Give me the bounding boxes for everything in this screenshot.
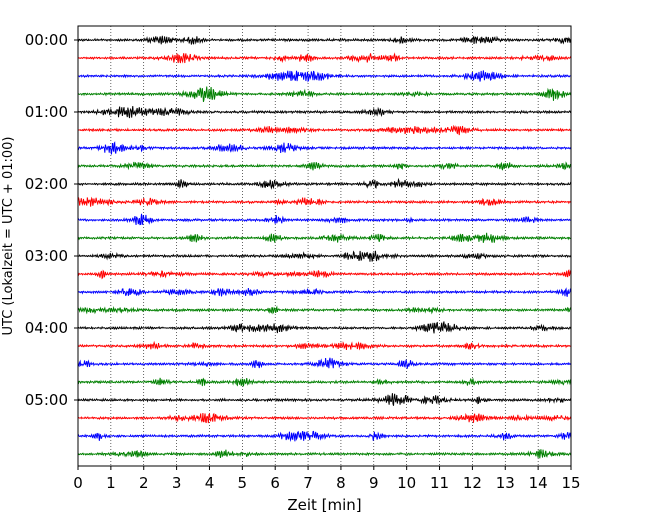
x-tick-label: 1 <box>106 474 116 492</box>
trace-0245 <box>77 232 572 243</box>
trace-0130 <box>77 141 572 155</box>
x-axis-ticks: 0 1 2 3 4 5 6 7 8 9 10 11 12 13 14 15 <box>73 466 581 492</box>
x-axis-label: Zeit [min] <box>287 496 361 514</box>
trace-0530 <box>77 430 572 442</box>
seismogram-traces <box>77 35 572 459</box>
trace-0330 <box>77 287 572 297</box>
trace-0000 <box>77 35 572 45</box>
x-tick-label: 7 <box>303 474 313 492</box>
trace-0430 <box>77 357 572 369</box>
y-tick-label: 02:00 <box>25 175 68 193</box>
trace-0045 <box>77 86 572 102</box>
trace-0030 <box>77 70 572 83</box>
trace-0315 <box>77 269 572 280</box>
x-tick-label: 3 <box>172 474 182 492</box>
y-tick-label: 05:00 <box>25 391 68 409</box>
x-tick-label: 5 <box>238 474 248 492</box>
x-tick-label: 6 <box>270 474 280 492</box>
trace-0145 <box>77 161 572 171</box>
trace-0445 <box>77 377 572 387</box>
x-tick-label: 14 <box>529 474 548 492</box>
trace-0115 <box>77 124 572 136</box>
plot-frame <box>77 25 572 467</box>
trace-0345 <box>77 305 572 315</box>
y-tick-label: 04:00 <box>25 319 68 337</box>
x-tick-label: 8 <box>336 474 346 492</box>
y-axis-ticks: 00:00 01:00 02:00 03:00 04:00 05:00 <box>25 31 78 409</box>
vertical-gridlines <box>110 26 539 466</box>
y-axis-label: UTC (Lokalzeit = UTC + 01:00) <box>1 137 16 336</box>
trace-0215 <box>77 196 572 207</box>
trace-0415 <box>77 340 572 351</box>
x-tick-label: 10 <box>397 474 416 492</box>
x-tick-label: 11 <box>430 474 449 492</box>
x-tick-label: 13 <box>496 474 515 492</box>
x-tick-label: 2 <box>139 474 149 492</box>
x-tick-label: 4 <box>205 474 215 492</box>
x-tick-label: 0 <box>73 474 83 492</box>
trace-0300 <box>77 250 572 262</box>
x-tick-label: 15 <box>561 474 580 492</box>
x-tick-label: 9 <box>369 474 379 492</box>
trace-0400 <box>77 321 572 334</box>
trace-0545 <box>77 449 572 459</box>
y-tick-label: 01:00 <box>25 103 68 121</box>
trace-0515 <box>77 412 572 424</box>
trace-0100 <box>77 106 572 119</box>
y-tick-label: 03:00 <box>25 247 68 265</box>
trace-0015 <box>77 52 572 64</box>
x-tick-label: 12 <box>463 474 482 492</box>
y-tick-label: 00:00 <box>25 31 68 49</box>
trace-0500 <box>77 393 572 406</box>
trace-0200 <box>77 177 572 190</box>
trace-0230 <box>77 213 572 226</box>
